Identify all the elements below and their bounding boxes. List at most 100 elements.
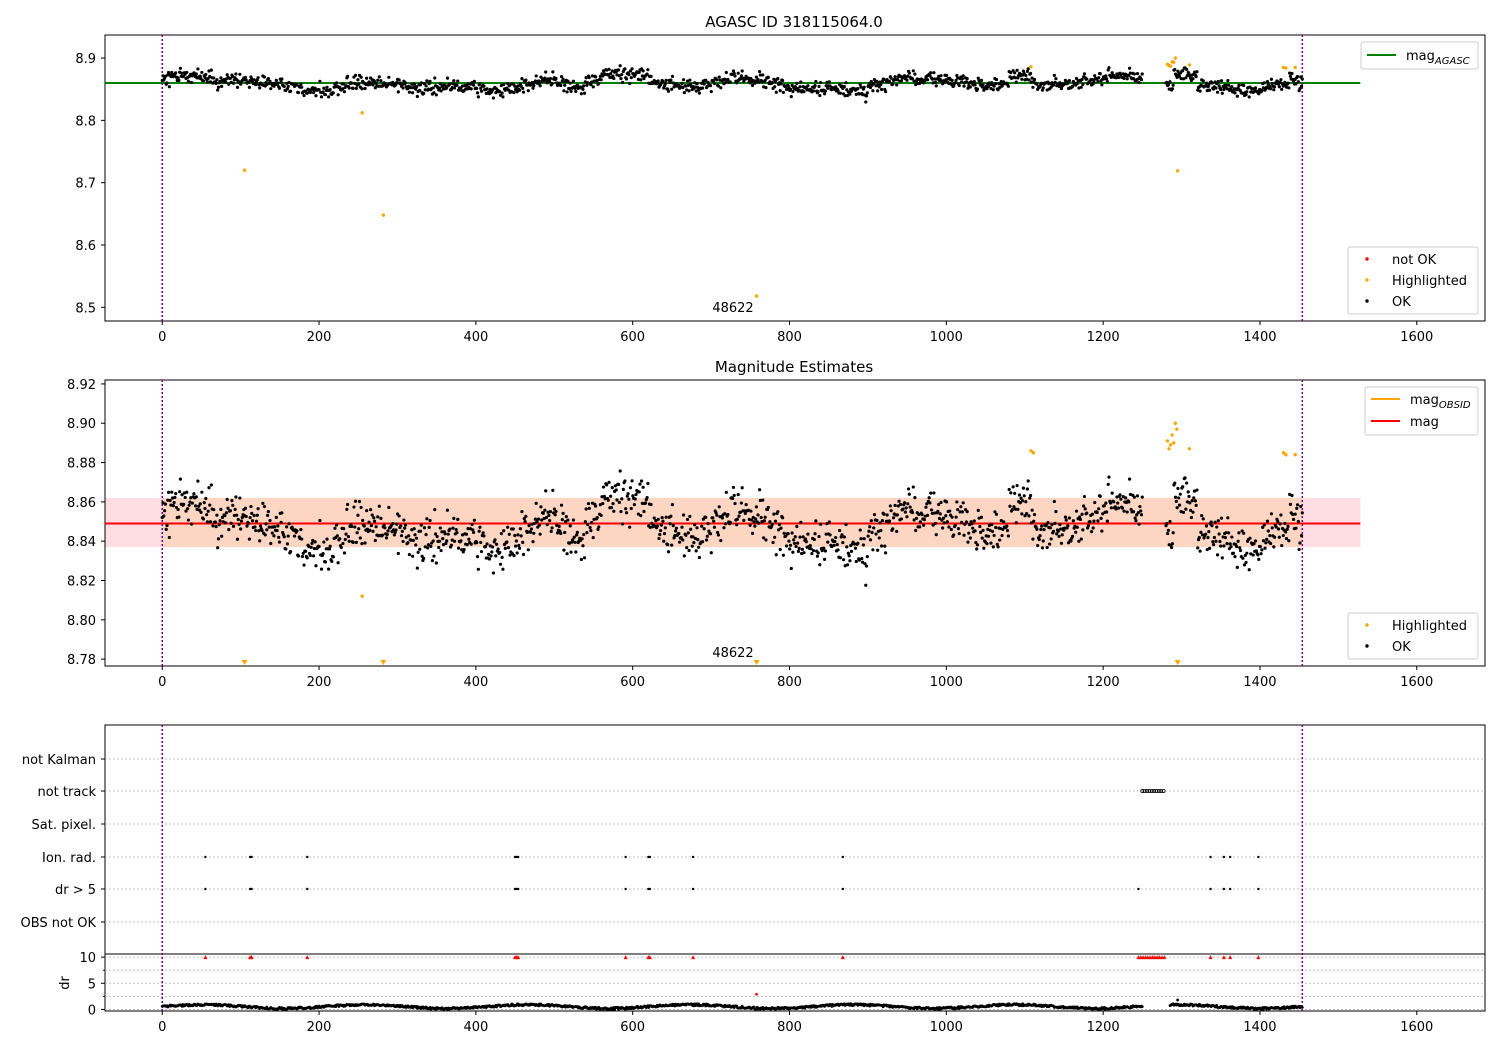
panel-agasc-legend-top: magAGASC <box>1360 41 1479 70</box>
ok-point <box>956 507 960 512</box>
ok-point <box>899 79 904 83</box>
ok-point <box>163 74 168 78</box>
legend-marker-ok <box>1365 299 1369 303</box>
ok-point <box>872 526 876 530</box>
ok-point <box>331 555 335 559</box>
legend-marker-highlighted <box>1365 623 1369 627</box>
ok-point <box>996 545 1000 549</box>
ok-point <box>286 84 290 88</box>
ok-point <box>1298 541 1302 545</box>
ok-point <box>903 510 907 514</box>
ok-point <box>1127 66 1132 70</box>
panel-agasc-frame <box>104 34 1486 322</box>
ok-point <box>1040 546 1045 550</box>
ok-point <box>1095 510 1099 515</box>
ok-point <box>726 512 730 517</box>
ok-point <box>1015 68 1019 72</box>
ok-point <box>311 86 315 90</box>
highlighted-point <box>1293 452 1297 457</box>
ok-point <box>605 483 609 487</box>
ok-point <box>982 546 986 550</box>
ok-point <box>1000 533 1004 538</box>
dr-gt-5-point <box>1257 887 1260 891</box>
ok-point <box>618 64 622 68</box>
ok-point <box>1079 85 1083 89</box>
ok-point <box>498 562 503 566</box>
ok-point <box>1276 527 1281 531</box>
ok-point <box>296 554 301 558</box>
ok-point <box>212 76 216 80</box>
ok-point <box>1134 519 1138 523</box>
ok-point <box>1105 77 1109 81</box>
ok-point <box>1194 75 1198 79</box>
ok-point <box>563 519 568 524</box>
ok-point <box>1188 508 1193 513</box>
ok-point <box>1048 526 1052 530</box>
ok-point <box>590 520 594 525</box>
ok-point <box>238 496 242 500</box>
ok-point <box>532 531 536 535</box>
ok-point <box>220 534 224 538</box>
ok-point <box>1260 548 1264 552</box>
ok-point <box>362 524 366 528</box>
ok-point <box>636 77 640 81</box>
ok-point <box>462 548 466 552</box>
ok-point <box>1137 80 1141 85</box>
ok-point <box>591 536 595 540</box>
ok-point <box>1291 517 1296 521</box>
ok-point <box>679 536 683 540</box>
ok-point <box>250 511 254 515</box>
ok-point <box>437 86 442 90</box>
ok-point <box>562 89 566 93</box>
ok-point <box>978 524 982 529</box>
ok-point <box>1009 491 1013 495</box>
ok-point <box>1215 525 1219 529</box>
ok-point <box>231 74 235 79</box>
ok-point <box>317 88 321 92</box>
ok-point <box>537 81 541 85</box>
ok-point <box>490 550 494 554</box>
ok-point <box>515 551 519 555</box>
ok-point <box>268 518 272 523</box>
ok-point <box>1296 80 1300 84</box>
ok-point <box>322 86 326 90</box>
ok-point <box>1165 522 1169 526</box>
ok-point <box>695 526 699 530</box>
ok-point <box>552 507 557 511</box>
ok-point <box>655 524 660 528</box>
ok-point <box>864 100 868 104</box>
ok-point <box>603 497 607 501</box>
ok-point <box>1028 71 1033 76</box>
ok-point <box>641 485 645 489</box>
ok-point <box>559 74 564 79</box>
ok-point <box>1297 547 1301 552</box>
ok-point <box>773 519 778 523</box>
ok-point <box>1264 541 1268 545</box>
highlighted-point <box>1175 169 1180 173</box>
ok-point <box>777 528 781 532</box>
ok-point <box>1206 535 1210 540</box>
ok-point <box>512 554 516 558</box>
ok-point <box>724 490 728 494</box>
ok-point <box>466 82 470 86</box>
ok-point <box>1022 494 1026 498</box>
ok-point <box>913 496 917 500</box>
ok-point <box>933 80 938 84</box>
ok-point <box>1272 535 1277 539</box>
ok-point <box>517 543 521 548</box>
ok-point <box>952 84 956 88</box>
ok-point <box>1196 546 1200 550</box>
dr-clipped-marker <box>1221 955 1226 960</box>
ok-point <box>183 495 187 500</box>
ok-point <box>922 523 926 527</box>
ok-point <box>182 74 186 78</box>
ok-point <box>880 518 885 523</box>
dr-outlier-point <box>755 992 758 996</box>
ok-point <box>616 482 621 487</box>
ok-point <box>762 519 766 523</box>
ok-point <box>861 560 865 564</box>
ok-point <box>937 502 941 507</box>
ok-point <box>797 88 801 92</box>
ok-point <box>174 71 178 75</box>
ok-point <box>776 510 780 514</box>
